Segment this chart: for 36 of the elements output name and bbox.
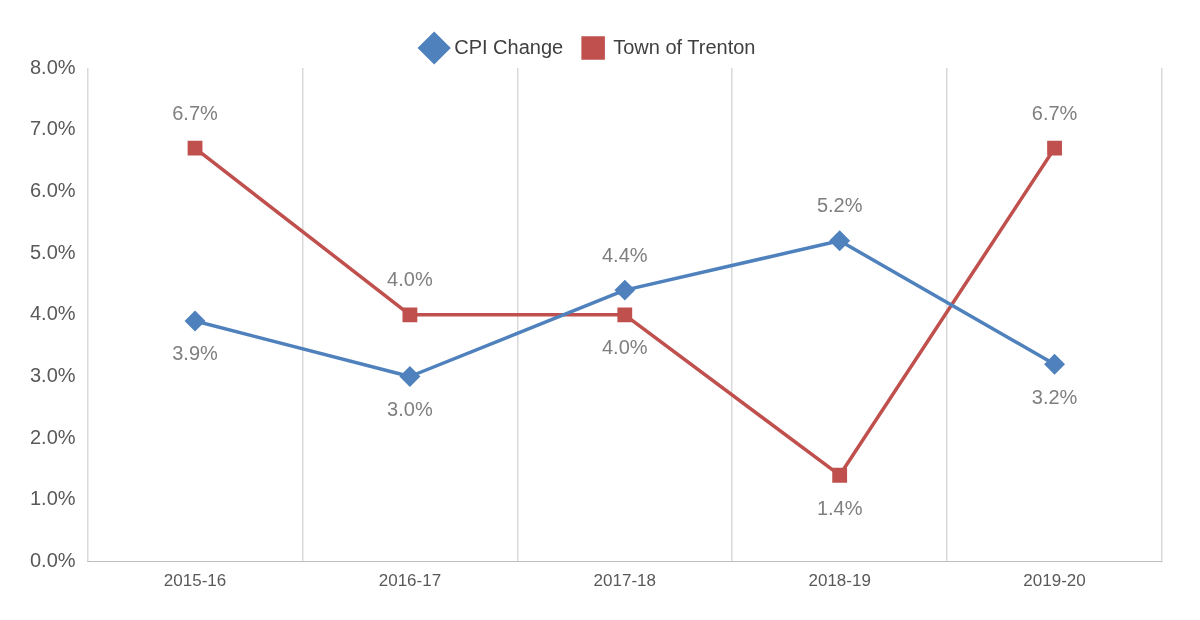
point: [832, 467, 848, 483]
data-label: 4.4%: [602, 243, 648, 266]
point: [617, 307, 633, 323]
legend-label: CPI Change: [454, 35, 564, 58]
point: [402, 307, 418, 323]
data-label: 4.0%: [387, 268, 433, 291]
x-tick-label: 2019-20: [1023, 571, 1086, 591]
y-tick-label: 8.0%: [29, 55, 76, 78]
point: [1047, 140, 1062, 156]
legend-label: Town of Trenton: [613, 35, 756, 58]
x-tick-label: 2015-16: [163, 571, 227, 591]
point: [1044, 354, 1065, 374]
x-tick-label: 2018-19: [808, 571, 871, 591]
point: [829, 231, 850, 251]
data-label: 6.7%: [172, 101, 219, 124]
point: [187, 140, 203, 156]
data-label: 3.9%: [172, 342, 219, 365]
y-tick-label: 6.0%: [29, 178, 76, 201]
point: [185, 311, 205, 331]
y-tick-label: 1.0%: [29, 487, 76, 510]
data-label: 4.0%: [602, 336, 648, 359]
x-tick-label: 2017-18: [593, 571, 656, 591]
data-label: 1.4%: [816, 496, 863, 519]
x-tick-label: 2016-17: [378, 571, 442, 591]
data-label: 3.0%: [387, 398, 433, 421]
data-label: 6.7%: [1031, 101, 1078, 124]
y-tick-label: 2.0%: [29, 425, 76, 448]
y-tick-label: 5.0%: [29, 240, 76, 263]
data-label: 3.2%: [1031, 385, 1078, 408]
point: [615, 280, 635, 300]
y-tick-label: 3.0%: [29, 364, 76, 387]
point: [400, 366, 420, 387]
y-tick-label: 7.0%: [29, 117, 76, 140]
y-tick-label: 0.0%: [29, 549, 76, 572]
data-label: 5.2%: [816, 194, 863, 217]
y-tick-label: 4.0%: [29, 302, 76, 325]
